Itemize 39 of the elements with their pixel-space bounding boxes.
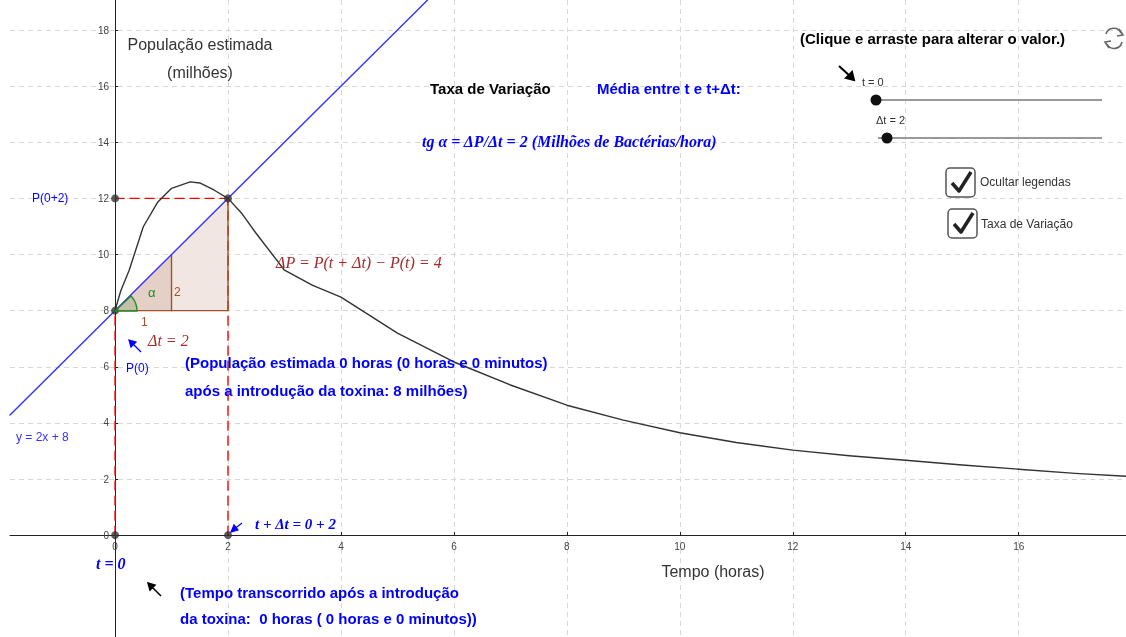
annotation: α bbox=[148, 284, 156, 300]
series-label: y = 2x + 8 bbox=[16, 430, 70, 445]
annotation: t = 0 bbox=[862, 76, 884, 88]
annotation: Δt = 2 bbox=[876, 114, 906, 126]
x-tick-label: 2 bbox=[225, 540, 232, 552]
annotation: ΔP = P(t + Δt) − P(t) = 4 bbox=[275, 253, 442, 272]
annotation: 2 bbox=[174, 285, 181, 299]
annotation: Taxa de Variação bbox=[981, 217, 1074, 231]
x-tick-label: 4 bbox=[338, 540, 345, 552]
y-tick-label: 16 bbox=[97, 80, 110, 92]
y-tick-label: 6 bbox=[103, 361, 110, 373]
annotation: tg α = ΔP/Δt = 2 (Milhões de Bactérias/hora) bbox=[422, 132, 717, 151]
y-tick-label: 14 bbox=[97, 136, 110, 148]
y-tick-label: 0 bbox=[103, 529, 110, 541]
annotation: Média entre t e t+Δt: bbox=[597, 79, 741, 97]
annotation: P(0) bbox=[126, 361, 149, 375]
x-axis-title: Tempo (horas) bbox=[661, 562, 765, 580]
annotation: Taxa de Variação bbox=[430, 79, 551, 97]
y-tick-label: 8 bbox=[103, 305, 110, 317]
x-tick-label: 6 bbox=[451, 540, 458, 552]
x-tick-label: 12 bbox=[787, 540, 799, 552]
annotation: P(0+2) bbox=[32, 191, 69, 205]
annotation: Δt = 2 bbox=[147, 331, 189, 349]
annotation: (Clique e arraste para alterar o valor.) bbox=[800, 29, 1066, 47]
x-tick-label: 8 bbox=[564, 540, 571, 552]
annotation: (Tempo transcorrido após a introdução da toxina: 0 horas ( 0 horas e 0 minutos)) bbox=[180, 583, 477, 627]
y-tick-label: 4 bbox=[103, 417, 110, 429]
x-tick-label: 14 bbox=[900, 540, 912, 552]
y-tick-label: 10 bbox=[97, 249, 110, 261]
y-tick-label: 12 bbox=[97, 192, 110, 204]
y-axis-title: População estimada (milhões) bbox=[127, 35, 273, 81]
annotation: t + Δt = 0 + 2 bbox=[255, 516, 337, 532]
y-tick-label: 2 bbox=[103, 473, 110, 485]
x-tick-label: 10 bbox=[674, 540, 686, 552]
annotation: 1 bbox=[141, 315, 148, 329]
annotation: Ocultar legendas bbox=[980, 175, 1071, 189]
annotation: t = 0 bbox=[96, 554, 126, 572]
y-tick-label: 18 bbox=[97, 24, 110, 36]
x-tick-label: 16 bbox=[1013, 540, 1025, 552]
